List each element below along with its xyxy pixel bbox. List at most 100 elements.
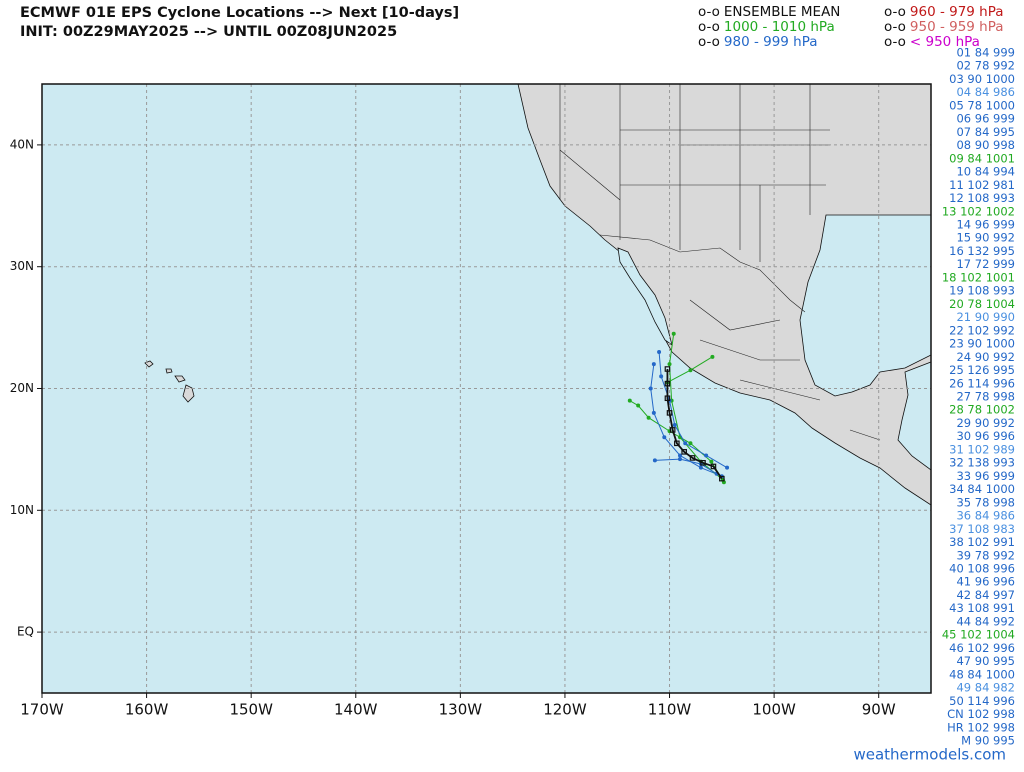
mean-track-point — [689, 455, 696, 461]
member-entry: 34 84 1000 — [949, 482, 1015, 496]
x-tick-label: 130W — [439, 701, 483, 719]
legend-label: 980 - 999 hPa — [724, 34, 818, 50]
mean-track-point — [664, 380, 671, 387]
map — [41, 83, 932, 694]
member-track-point — [657, 349, 662, 354]
legend-entry: o-o 950 - 959 hPa — [884, 19, 1004, 35]
member-entry: 07 84 995 — [956, 125, 1015, 139]
member-entry: 10 84 994 — [956, 165, 1015, 179]
member-entry: 19 108 993 — [949, 284, 1015, 298]
y-tick-label: 20N — [10, 381, 34, 395]
legend-entry: o-o 1000 - 1010 hPa — [698, 19, 835, 35]
member-entry: 02 78 992 — [956, 59, 1015, 73]
mean-track — [666, 369, 723, 480]
mean-track-point — [700, 459, 706, 466]
member-track-point — [659, 374, 664, 379]
member-entry: 13 102 1002 — [942, 204, 1015, 218]
legend-marker: o-o — [698, 34, 720, 50]
member-entry: 09 84 1001 — [949, 151, 1015, 165]
hawaii — [144, 360, 195, 403]
member-track — [654, 458, 717, 475]
legend-entry: o-o 980 - 999 hPa — [698, 34, 818, 50]
member-track-point — [627, 398, 632, 403]
x-tick-label: 120W — [543, 701, 587, 719]
member-entry: 26 114 996 — [949, 376, 1015, 390]
member-entry: 23 90 1000 — [949, 337, 1015, 351]
mean-track-point — [669, 427, 676, 433]
member-entry: 35 78 998 — [956, 495, 1015, 509]
member-entry: 05 78 1000 — [949, 98, 1015, 112]
member-track-point — [710, 354, 715, 359]
member-track-point — [667, 362, 672, 367]
member-entry: 32 138 993 — [949, 456, 1015, 470]
member-entry: 01 84 999 — [956, 46, 1015, 60]
member-track-point — [698, 465, 703, 470]
legend-marker: o-o — [698, 4, 720, 20]
y-tick-label: 10N — [10, 503, 34, 517]
land — [517, 83, 932, 506]
member-entry: 30 96 996 — [956, 429, 1015, 443]
mean-track-point — [719, 475, 725, 482]
member-entry: CN 102 998 — [947, 707, 1015, 721]
legend-label: 950 - 959 hPa — [910, 19, 1004, 35]
x-tick-label: 150W — [229, 701, 273, 719]
y-tick-label: 40N — [10, 137, 34, 151]
x-tick-label: 90W — [862, 701, 896, 719]
member-entry: 27 78 998 — [956, 390, 1015, 404]
x-tick-label: 140W — [334, 701, 378, 719]
member-track-point — [683, 441, 688, 446]
legend-marker: o-o — [884, 34, 906, 50]
member-entry: 43 108 991 — [949, 601, 1015, 615]
borders — [559, 84, 881, 441]
x-tick-label: 100W — [752, 701, 796, 719]
member-entry: 12 108 993 — [949, 191, 1015, 205]
member-track-point — [672, 423, 677, 428]
legend-label: 1000 - 1010 hPa — [724, 19, 835, 35]
member-entry: 06 96 999 — [956, 112, 1015, 126]
member-entry: 17 72 999 — [956, 257, 1015, 271]
member-entry: 47 90 995 — [956, 654, 1015, 668]
member-entry: 14 96 999 — [956, 218, 1015, 232]
member-entry: 50 114 996 — [949, 694, 1015, 708]
member-entry: 36 84 986 — [956, 509, 1015, 523]
y-tick-label: 30N — [10, 259, 34, 273]
member-entry: 08 90 998 — [956, 138, 1015, 152]
member-entry: 31 102 989 — [949, 442, 1015, 456]
x-tick-label: 160W — [125, 701, 169, 719]
member-track-point — [652, 458, 657, 463]
member-entry: 20 78 1004 — [949, 297, 1015, 311]
legend-entry: o-o ENSEMBLE MEAN — [698, 4, 840, 20]
legend-label: < 950 hPa — [910, 34, 980, 50]
member-track-point — [651, 362, 656, 367]
member-track-point — [671, 331, 676, 336]
legend-marker: o-o — [698, 19, 720, 35]
member-entry: HR 102 998 — [947, 720, 1015, 734]
mean-track-point — [664, 366, 671, 372]
legend-label: 960 - 979 hPa — [910, 4, 1004, 20]
member-entry: 15 90 992 — [956, 231, 1015, 245]
member-track-point — [725, 465, 730, 470]
x-tick-label: 110W — [648, 701, 692, 719]
member-entry: 25 126 995 — [949, 363, 1015, 377]
member-entry: 11 102 981 — [949, 178, 1015, 192]
member-entry: 38 102 991 — [949, 535, 1015, 549]
member-entry: 45 102 1004 — [942, 628, 1015, 642]
mean-track-point — [666, 410, 673, 416]
member-entry: 44 84 992 — [956, 614, 1015, 628]
member-entry: 04 84 986 — [956, 85, 1015, 99]
mean-track-point — [681, 449, 687, 455]
member-track-point — [636, 403, 641, 408]
gulf-of-california — [617, 247, 673, 346]
member-entry: 37 108 983 — [949, 522, 1015, 536]
legend-marker: o-o — [884, 4, 906, 20]
member-entry: 28 78 1002 — [949, 403, 1015, 417]
mean-track-point — [674, 440, 680, 447]
member-track-point — [688, 441, 693, 446]
mean-track-point — [710, 463, 717, 470]
member-entry: 21 90 990 — [956, 310, 1015, 324]
member-entry: 41 96 996 — [956, 575, 1015, 589]
legend-entry: o-o 960 - 979 hPa — [884, 4, 1004, 20]
member-entry: 29 90 992 — [956, 416, 1015, 430]
member-track-point — [704, 453, 709, 458]
member-track-point — [677, 453, 682, 458]
